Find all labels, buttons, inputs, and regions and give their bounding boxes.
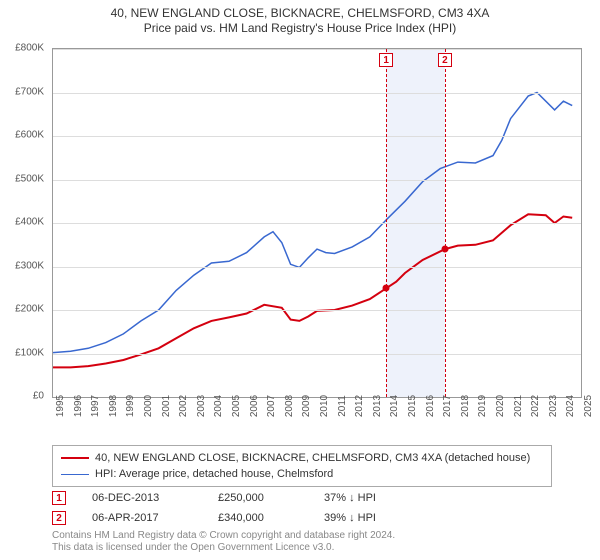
y-tick-label: £300K (15, 260, 44, 271)
x-tick-label: 1998 (108, 395, 119, 417)
gridline (53, 136, 581, 137)
x-tick-label: 2012 (354, 395, 365, 417)
x-tick-label: 2014 (389, 395, 400, 417)
gridline (53, 180, 581, 181)
x-tick-label: 2016 (425, 395, 436, 417)
gridline (53, 93, 581, 94)
title-sub: Price paid vs. HM Land Registry's House … (0, 21, 600, 35)
gridline (53, 310, 581, 311)
x-tick-label: 1996 (73, 395, 84, 417)
chart-container: 40, NEW ENGLAND CLOSE, BICKNACRE, CHELMS… (0, 0, 600, 560)
legend-label: 40, NEW ENGLAND CLOSE, BICKNACRE, CHELMS… (95, 452, 530, 464)
legend-swatch (61, 474, 89, 475)
y-tick-label: £800K (15, 43, 44, 54)
y-tick-label: £500K (15, 173, 44, 184)
event-price: £250,000 (218, 492, 298, 504)
event-marker: 2 (52, 511, 66, 525)
x-tick-label: 2019 (477, 395, 488, 417)
x-tick-label: 2025 (583, 395, 594, 417)
x-tick-label: 2009 (301, 395, 312, 417)
marker-line (445, 49, 446, 397)
x-tick-label: 2007 (266, 395, 277, 417)
event-hpi: 37% ↓ HPI (324, 492, 376, 504)
footer: Contains HM Land Registry data © Crown c… (52, 530, 572, 554)
x-axis-labels: 1995199619971998199920002001200220032004… (52, 400, 582, 450)
x-tick-label: 2008 (284, 395, 295, 417)
x-tick-label: 2006 (249, 395, 260, 417)
legend-row: 40, NEW ENGLAND CLOSE, BICKNACRE, CHELMS… (61, 450, 543, 466)
gridline (53, 49, 581, 50)
plot-area: 12 (52, 48, 582, 398)
event-hpi: 39% ↓ HPI (324, 512, 376, 524)
x-tick-label: 2002 (178, 395, 189, 417)
y-tick-label: £700K (15, 86, 44, 97)
legend-swatch (61, 457, 89, 459)
event-date: 06-DEC-2013 (92, 492, 192, 504)
x-tick-label: 2022 (530, 395, 541, 417)
title-block: 40, NEW ENGLAND CLOSE, BICKNACRE, CHELMS… (0, 0, 600, 35)
marker-box: 2 (438, 53, 452, 67)
marker-box: 1 (379, 53, 393, 67)
y-tick-label: £0 (33, 391, 44, 402)
x-tick-label: 2004 (213, 395, 224, 417)
x-tick-label: 2013 (372, 395, 383, 417)
event-marker: 1 (52, 491, 66, 505)
x-tick-label: 2010 (319, 395, 330, 417)
x-tick-label: 2005 (231, 395, 242, 417)
legend-label: HPI: Average price, detached house, Chel… (95, 468, 333, 480)
x-tick-label: 2023 (548, 395, 559, 417)
gridline (53, 223, 581, 224)
y-tick-label: £400K (15, 217, 44, 228)
y-tick-label: £100K (15, 347, 44, 358)
x-tick-label: 1995 (55, 395, 66, 417)
sale-events: 1 06-DEC-2013 £250,000 37% ↓ HPI 2 06-APR-201… (52, 488, 572, 528)
x-tick-label: 2018 (460, 395, 471, 417)
gridline (53, 354, 581, 355)
title-main: 40, NEW ENGLAND CLOSE, BICKNACRE, CHELMS… (0, 6, 600, 20)
x-tick-label: 2017 (442, 395, 453, 417)
x-tick-label: 2021 (513, 395, 524, 417)
x-tick-label: 2015 (407, 395, 418, 417)
x-tick-label: 1997 (90, 395, 101, 417)
x-tick-label: 2011 (337, 395, 348, 417)
sale-dot (383, 285, 390, 292)
y-tick-label: £200K (15, 304, 44, 315)
footer-line2: This data is licensed under the Open Gov… (52, 542, 572, 554)
x-tick-label: 2000 (143, 395, 154, 417)
x-tick-label: 1999 (125, 395, 136, 417)
x-tick-label: 2024 (565, 395, 576, 417)
event-price: £340,000 (218, 512, 298, 524)
y-axis-labels: £0£100K£200K£300K£400K£500K£600K£700K£80… (0, 48, 48, 398)
footer-line1: Contains HM Land Registry data © Crown c… (52, 530, 572, 542)
event-row: 1 06-DEC-2013 £250,000 37% ↓ HPI (52, 488, 572, 508)
y-tick-label: £600K (15, 130, 44, 141)
marker-line (386, 49, 387, 397)
x-tick-label: 2020 (495, 395, 506, 417)
gridline (53, 267, 581, 268)
event-date: 06-APR-2017 (92, 512, 192, 524)
x-tick-label: 2001 (161, 395, 172, 417)
legend-row: HPI: Average price, detached house, Chel… (61, 466, 543, 482)
sale-dot (441, 246, 448, 253)
legend: 40, NEW ENGLAND CLOSE, BICKNACRE, CHELMS… (52, 445, 552, 487)
x-tick-label: 2003 (196, 395, 207, 417)
event-row: 2 06-APR-2017 £340,000 39% ↓ HPI (52, 508, 572, 528)
series-property (53, 214, 572, 367)
